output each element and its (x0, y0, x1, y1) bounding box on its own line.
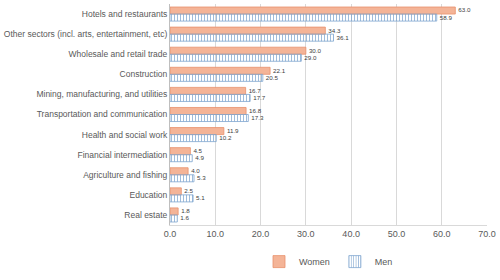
svg-text:30.0: 30.0 (309, 47, 322, 54)
svg-text:60.0: 60.0 (433, 229, 451, 239)
svg-text:17.7: 17.7 (253, 94, 266, 101)
svg-text:11.9: 11.9 (227, 127, 239, 134)
svg-text:Financial intermediation: Financial intermediation (78, 150, 168, 160)
svg-text:1.8: 1.8 (181, 207, 190, 214)
svg-text:2.5: 2.5 (184, 187, 193, 194)
svg-text:Agriculture and fishing: Agriculture and fishing (83, 170, 167, 180)
svg-text:0.0: 0.0 (164, 229, 177, 239)
svg-text:34.3: 34.3 (328, 27, 341, 34)
svg-text:16.7: 16.7 (249, 87, 262, 94)
svg-text:Health and social work: Health and social work (82, 130, 168, 140)
svg-text:Mining, manufacturing, and uti: Mining, manufacturing, and utilities (36, 89, 167, 99)
svg-text:4.5: 4.5 (193, 147, 202, 154)
svg-text:10.2: 10.2 (219, 134, 232, 141)
svg-text:Construction: Construction (120, 69, 168, 79)
svg-text:Men: Men (375, 257, 393, 267)
svg-text:Transportation and communicati: Transportation and communication (37, 109, 168, 119)
svg-text:Women: Women (299, 257, 330, 267)
svg-text:Wholesale and retail trade: Wholesale and retail trade (69, 49, 168, 59)
svg-text:20.0: 20.0 (252, 229, 270, 239)
svg-text:Hotels and restaurants: Hotels and restaurants (82, 9, 168, 19)
svg-text:30.0: 30.0 (297, 229, 315, 239)
svg-text:5.3: 5.3 (197, 174, 206, 181)
svg-text:5.1: 5.1 (196, 194, 205, 201)
svg-text:50.0: 50.0 (388, 229, 406, 239)
svg-text:1.6: 1.6 (180, 214, 189, 221)
svg-text:20.5: 20.5 (266, 74, 279, 81)
svg-text:4.9: 4.9 (195, 154, 204, 161)
svg-text:17.3: 17.3 (251, 114, 264, 121)
svg-text:40.0: 40.0 (342, 229, 360, 239)
svg-text:10.0: 10.0 (207, 229, 225, 239)
svg-text:22.1: 22.1 (273, 67, 286, 74)
svg-text:63.0: 63.0 (458, 6, 471, 13)
svg-text:70.0: 70.0 (478, 229, 496, 239)
svg-text:Real estate: Real estate (124, 210, 167, 220)
svg-text:Other sectors (incl. arts, ent: Other sectors (incl. arts, entertainment… (4, 29, 168, 39)
svg-text:16.8: 16.8 (249, 107, 262, 114)
svg-text:58.9: 58.9 (440, 14, 453, 21)
svg-text:4.0: 4.0 (191, 167, 200, 174)
svg-text:Education: Education (129, 190, 167, 200)
svg-text:29.0: 29.0 (304, 54, 317, 61)
svg-text:36.1: 36.1 (336, 34, 349, 41)
